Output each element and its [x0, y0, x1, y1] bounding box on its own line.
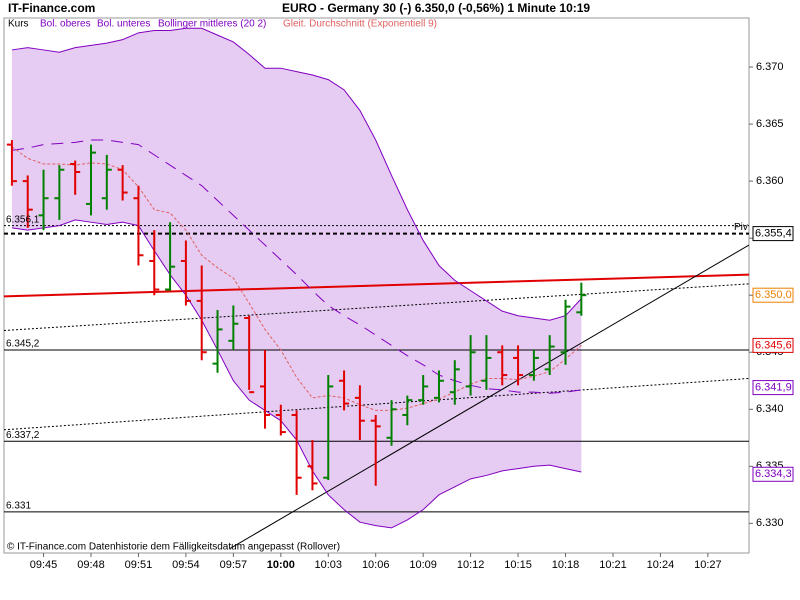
- y-tick-label: 6.340: [756, 403, 784, 415]
- trend-line: [4, 283, 749, 332]
- price-label: 6.334,3: [755, 468, 792, 480]
- trend-line: [229, 244, 749, 549]
- x-tick-label: 10:09: [409, 559, 437, 571]
- y-tick-label: 6.330: [756, 517, 784, 529]
- chart-title: EURO - Germany 30 (-) 6.350,0 (-0,56%) 1…: [282, 1, 590, 15]
- band-fill: [11, 28, 582, 528]
- x-tick-label: 10:12: [457, 559, 485, 571]
- x-tick-label: 09:45: [30, 559, 58, 571]
- x-tick-label: 10:21: [599, 559, 627, 571]
- price-box: [752, 380, 794, 396]
- trend-line: [4, 377, 749, 431]
- price-label: 6.355,4: [755, 228, 792, 240]
- pivot-label: Piv: [734, 222, 748, 233]
- y-tick-label: 6.360: [756, 175, 784, 187]
- x-tick-label: 10:24: [647, 559, 675, 571]
- x-tick-label: 09:51: [125, 559, 153, 571]
- price-label: 6.350,0: [755, 289, 792, 301]
- x-tick-label: 10:03: [314, 559, 342, 571]
- price-box: [752, 287, 794, 303]
- level-label: 6.356,1: [6, 214, 40, 225]
- x-tick-label: 10:27: [694, 559, 722, 571]
- level-label: 6.331: [6, 501, 31, 512]
- x-tick-label: 10:18: [552, 559, 580, 571]
- x-tick-label: 09:54: [172, 559, 200, 571]
- legend-entry: Kurs: [8, 19, 29, 30]
- legend-entry: Bol. unteres: [97, 19, 150, 30]
- price-box: [752, 466, 794, 482]
- x-tick-label: 09:57: [220, 559, 248, 571]
- legend-entry: Bol. oberes: [40, 19, 91, 30]
- x-tick-label: 10:00: [267, 559, 295, 571]
- price-box: [752, 337, 794, 353]
- price-box: [752, 226, 794, 242]
- x-tick-label: 10:15: [504, 559, 532, 571]
- legend-entry: Gleit. Durchschnitt (Exponentiell 9): [283, 19, 437, 30]
- level-label: 6.345,2: [6, 339, 40, 350]
- trend-line: [4, 273, 749, 298]
- indicator-line: [11, 27, 582, 321]
- legend-entry: Bollinger mittleres (20 2): [158, 19, 266, 30]
- footer: © IT-Finance.com Datenhistorie dem Fälli…: [7, 542, 340, 553]
- level-label: 6.337,2: [6, 430, 40, 441]
- x-tick-label: 10:06: [362, 559, 390, 571]
- y-tick-label: 6.370: [756, 61, 784, 73]
- plot-area: [4, 27, 749, 549]
- y-tick-label: 6.365: [756, 118, 784, 130]
- site-name: IT-Finance.com: [8, 1, 95, 15]
- price-label: 6.341,9: [755, 382, 792, 394]
- price-label: 6.345,6: [755, 339, 792, 351]
- x-tick-label: 09:48: [77, 559, 105, 571]
